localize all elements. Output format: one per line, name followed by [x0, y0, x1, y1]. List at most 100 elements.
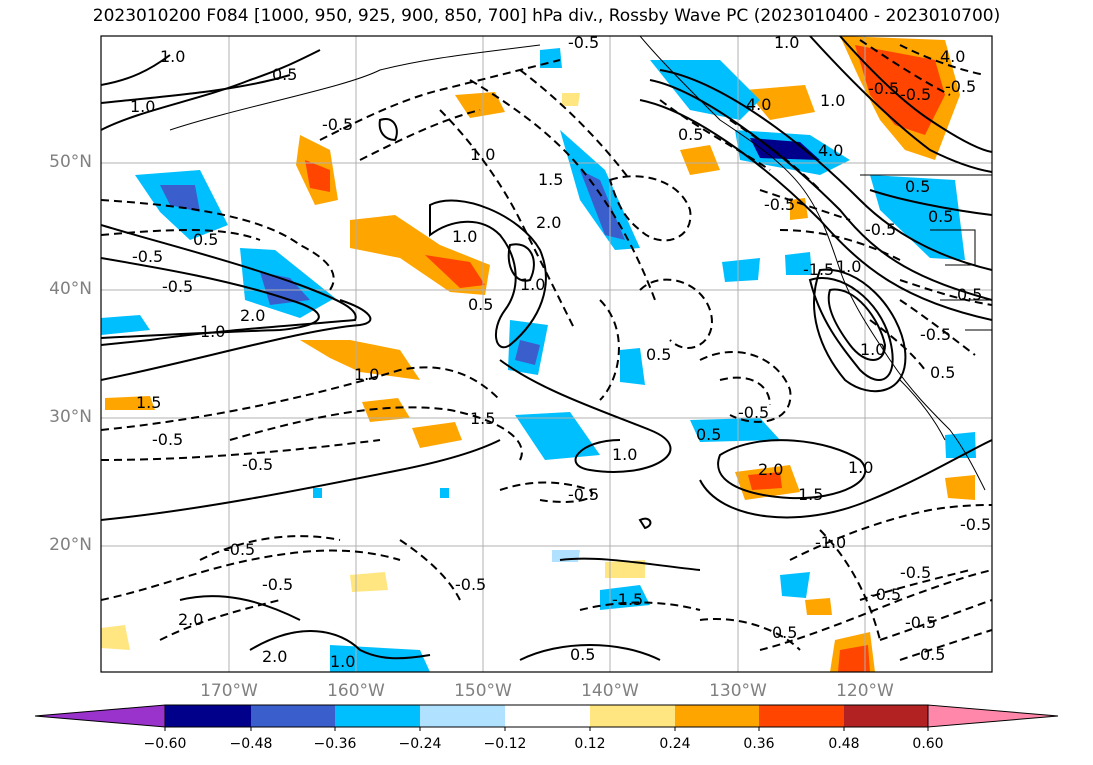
map-title: 2023010200 F084 [1000, 950, 925, 900, 85… — [92, 6, 1001, 26]
contour-label: 2.0 — [262, 647, 287, 666]
colorbar-tick-label: 0.24 — [659, 736, 691, 752]
contour-label: 0.5 — [957, 285, 982, 304]
shade-negative — [780, 572, 810, 598]
shade-positive — [101, 625, 130, 650]
contour-label: 0.5 — [772, 623, 797, 642]
shade-negative — [160, 185, 200, 212]
contour-label: -0.5 — [455, 575, 486, 594]
contour-label: -0.5 — [322, 115, 353, 134]
lon-label: 130°W — [709, 681, 767, 701]
shade-positive — [945, 475, 975, 500]
contour-label: 0.5 — [678, 125, 703, 144]
contour-label: 0.5 — [570, 645, 595, 664]
colorbar-tick-label: −0.36 — [313, 736, 357, 752]
shade-positive — [745, 85, 815, 120]
contour-label: 1.0 — [470, 145, 495, 164]
colorbar-tick-label: 0.48 — [828, 736, 860, 752]
shade-positive — [680, 145, 720, 175]
contour-label: -1.0 — [815, 533, 846, 552]
contour-label: 1.5 — [470, 409, 495, 428]
shade-negative — [440, 488, 449, 498]
contour-label: 2.0 — [240, 306, 265, 325]
shade-negative — [750, 138, 820, 160]
shade-negative — [330, 645, 430, 672]
contour-label: -0.5 — [868, 79, 899, 98]
shade-negative — [313, 488, 322, 498]
contour-label: 0.5 — [468, 295, 493, 314]
colorbar-tick-label: −0.24 — [398, 736, 442, 752]
coastline — [169, 36, 992, 491]
contour-label: -0.5 — [568, 485, 599, 504]
shade-positive — [748, 472, 782, 490]
gridlines — [101, 36, 992, 672]
colorbar-segment — [759, 705, 844, 727]
colorbar-segment — [251, 705, 335, 727]
shade-positive — [805, 598, 832, 615]
map-frame — [100, 35, 993, 673]
contour-label: 0.5 — [905, 177, 930, 196]
contour-label: 1.0 — [330, 652, 355, 671]
shade-negative — [722, 258, 760, 282]
contour-label: 0.5 — [930, 363, 955, 382]
contour-label: 0.5 — [193, 230, 218, 249]
shade-positive — [425, 255, 485, 288]
contour-label: -0.5 — [162, 277, 193, 296]
shade-positive — [838, 645, 870, 672]
contour-label: 4.0 — [818, 141, 843, 160]
colorbar-tick-label: −0.12 — [483, 736, 527, 752]
contour-label: 2.0 — [536, 213, 561, 232]
shade-negative — [515, 412, 600, 460]
lon-label: 170°W — [200, 681, 258, 701]
contour-label: -0.5 — [905, 613, 936, 632]
contour-label: 1.5 — [798, 485, 823, 504]
lat-label: 50°N — [49, 152, 92, 172]
colorbar-tick-label: 0.12 — [574, 736, 606, 752]
colorbar-tick-label: 0.36 — [743, 736, 775, 752]
contour-label: 1.5 — [136, 393, 161, 412]
shade-positive — [605, 560, 645, 578]
contour-label: -0.5 — [262, 575, 293, 594]
lon-label: 160°W — [327, 681, 385, 701]
shade-negative — [620, 348, 645, 385]
contour-label: 1.0 — [520, 275, 545, 294]
contour-label: -0.5 — [900, 85, 931, 104]
contour-label: 1.0 — [848, 458, 873, 477]
contour-label: -1.5 — [612, 590, 643, 609]
lon-label: 150°W — [454, 681, 512, 701]
lon-label: 120°W — [836, 681, 894, 701]
contour-label: 1.0 — [836, 257, 861, 276]
lat-label: 20°N — [49, 535, 92, 555]
lon-label: 140°W — [581, 681, 639, 701]
shade-positive — [412, 422, 462, 448]
shade-negative — [260, 272, 310, 305]
map-plot: 1.0 0.5 1.0 -0.5 -0.5 1.0 1.5 2.0 -0.5 -… — [100, 33, 993, 673]
contour-label: 1.0 — [612, 445, 637, 464]
colorbar-tick-label: 0.60 — [912, 736, 944, 752]
colorbar-tick-label: −0.48 — [229, 736, 273, 752]
contour-label: -0.5 — [945, 77, 976, 96]
shade-positive — [300, 340, 420, 380]
colorbar-tick-label: −0.60 — [143, 736, 187, 752]
contour-label: 1.0 — [200, 322, 225, 341]
contour-label: -0.5 — [960, 515, 991, 534]
colorbar-extend-max — [927, 704, 1059, 728]
contour-label: 1.0 — [452, 227, 477, 246]
shade-positive — [350, 572, 388, 592]
colorbar-extend-min — [34, 704, 166, 728]
contour-label: 0.5 — [646, 345, 671, 364]
colorbar-segment — [165, 705, 251, 727]
shade-positive — [305, 160, 330, 192]
contour-label: 1.0 — [774, 33, 799, 52]
contour-label: 1.0 — [860, 340, 885, 359]
contour-label: 0.5 — [272, 65, 297, 84]
contour-label: 0.5 — [920, 645, 945, 664]
contour-labels: 1.0 0.5 1.0 -0.5 -0.5 1.0 1.5 2.0 -0.5 -… — [130, 33, 991, 671]
contour-label: 1.0 — [820, 91, 845, 110]
shade-negative — [785, 252, 812, 275]
colorbar-segment — [505, 705, 590, 727]
contour-label: 2.0 — [758, 460, 783, 479]
contour-label: -0.5 — [738, 403, 769, 422]
contour-label: 1.0 — [354, 365, 379, 384]
contour-label: -1.5 — [803, 260, 834, 279]
colorbar-segment — [420, 705, 505, 727]
